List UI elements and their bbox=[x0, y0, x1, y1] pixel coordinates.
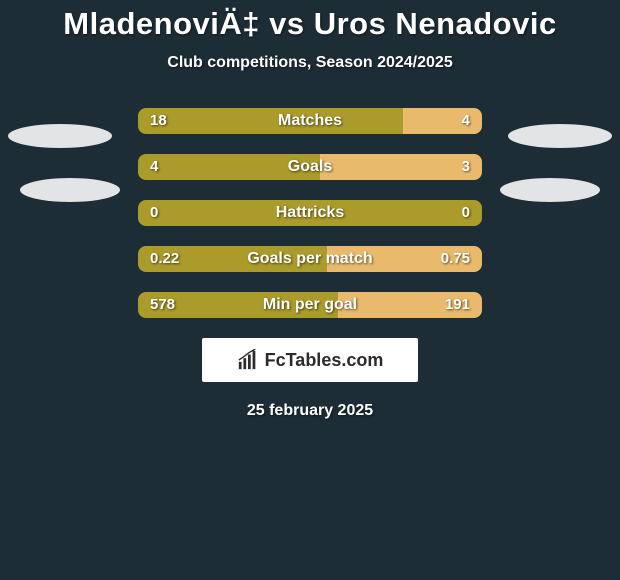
metric-row: Goals43 bbox=[0, 154, 620, 180]
bar-right bbox=[403, 108, 482, 134]
value-left: 578 bbox=[150, 292, 175, 318]
value-right: 3 bbox=[462, 154, 470, 180]
logo-text: FcTables.com bbox=[265, 350, 384, 371]
bar-left bbox=[138, 108, 403, 134]
player-ellipse bbox=[8, 124, 112, 148]
value-right: 4 bbox=[462, 108, 470, 134]
value-right: 0 bbox=[462, 200, 470, 226]
metric-row: Min per goal578191 bbox=[0, 292, 620, 318]
value-right: 0.75 bbox=[441, 246, 470, 272]
metric-row: Goals per match0.220.75 bbox=[0, 246, 620, 272]
bar-track bbox=[138, 154, 482, 180]
player-ellipse bbox=[508, 124, 612, 148]
bar-chart-icon bbox=[237, 349, 259, 371]
page-subtitle: Club competitions, Season 2024/2025 bbox=[0, 54, 620, 72]
logo-box[interactable]: FcTables.com bbox=[202, 338, 418, 382]
value-left: 0.22 bbox=[150, 246, 179, 272]
value-right: 191 bbox=[445, 292, 470, 318]
bar-left bbox=[138, 200, 482, 226]
bar-track bbox=[138, 292, 482, 318]
value-left: 18 bbox=[150, 108, 167, 134]
bar-track bbox=[138, 246, 482, 272]
bar-track bbox=[138, 108, 482, 134]
player-ellipse bbox=[500, 178, 600, 202]
bar-track bbox=[138, 200, 482, 226]
value-left: 0 bbox=[150, 200, 158, 226]
metric-row: Hattricks00 bbox=[0, 200, 620, 226]
bar-right bbox=[320, 154, 482, 180]
bar-left bbox=[138, 154, 320, 180]
value-left: 4 bbox=[150, 154, 158, 180]
comparison-widget: MladenoviÄ‡ vs Uros Nenadovic Club compe… bbox=[0, 0, 620, 580]
player-ellipse bbox=[20, 178, 120, 202]
page-title: MladenoviÄ‡ vs Uros Nenadovic bbox=[0, 0, 620, 42]
generated-date: 25 february 2025 bbox=[0, 402, 620, 420]
